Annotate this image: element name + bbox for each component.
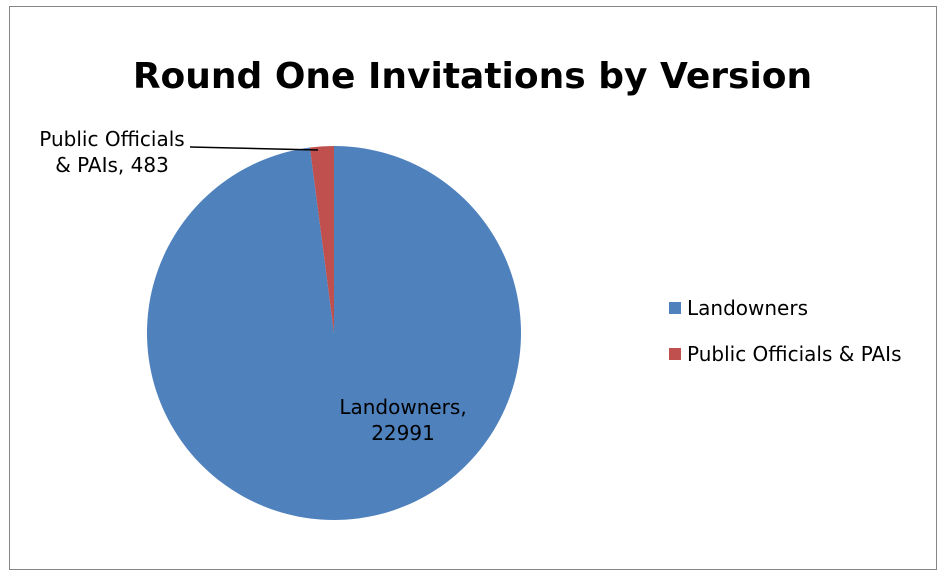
data-label-public-officials: Public Officials & PAIs, 483 <box>22 126 202 178</box>
data-label-public-officials-line2: & PAIs, 483 <box>55 153 169 177</box>
leader-line-public-officials <box>189 146 319 151</box>
chart-title: Round One Invitations by Version <box>132 56 813 97</box>
legend: Landowners Public Officials & PAIs <box>669 296 902 388</box>
legend-swatch-public-officials <box>669 348 681 360</box>
pie-slice-public-officials <box>309 146 334 333</box>
data-label-landowners-line1: Landowners, <box>339 395 467 419</box>
legend-label-landowners: Landowners <box>687 296 808 320</box>
data-label-landowners: Landowners, 22991 <box>318 394 488 446</box>
legend-label-public-officials: Public Officials & PAIs <box>687 342 902 366</box>
data-label-landowners-line2: 22991 <box>371 421 435 445</box>
legend-item-public-officials: Public Officials & PAIs <box>669 342 902 366</box>
legend-swatch-landowners <box>669 302 681 314</box>
data-label-public-officials-line1: Public Officials <box>39 127 185 151</box>
legend-item-landowners: Landowners <box>669 296 902 320</box>
